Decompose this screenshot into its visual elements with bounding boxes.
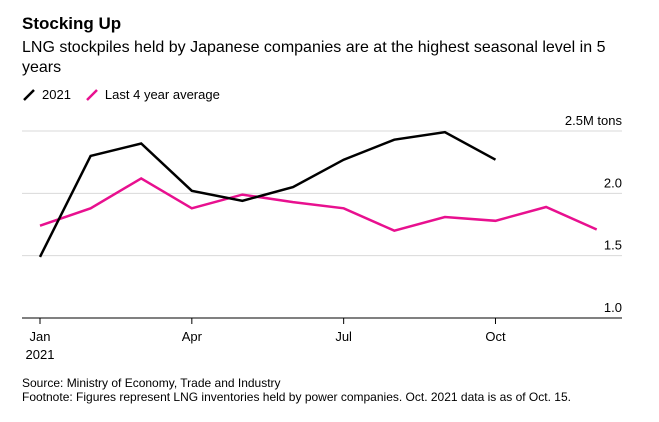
legend-item-average: Last 4 year average (85, 87, 220, 102)
chart-title: Stocking Up (22, 14, 122, 33)
x-tick-label-3: Oct (485, 329, 506, 344)
y-tick-label-3: 1.0 (604, 300, 622, 315)
legend-item-2021: 2021 (22, 87, 71, 102)
y-tick-label-1: 2.0 (604, 175, 622, 190)
y-tick-label-0: 2.5M tons (565, 113, 623, 128)
legend-label-average: Last 4 year average (104, 87, 220, 102)
chart-subtitle: LNG stockpiles held by Japanese companie… (22, 39, 606, 76)
y-tick-label-2: 1.5 (604, 238, 622, 253)
x-tick-label-1: Apr (182, 329, 203, 344)
legend-label-2021: 2021 (42, 87, 71, 102)
series-line-2021 (38, 130, 497, 258)
legend-swatch-2021 (22, 88, 36, 102)
legend: 2021 Last 4 year average (22, 87, 234, 102)
legend-swatch-average (85, 88, 99, 102)
x-tick-label-2: Jul (335, 329, 352, 344)
source-note: Source: Ministry of Economy, Trade and I… (22, 376, 281, 390)
x-tick-sublabel-0: 2021 (26, 347, 55, 362)
series-line-average (39, 176, 598, 233)
x-tick-label-0: Jan (30, 329, 51, 344)
footnote: Footnote: Figures represent LNG inventor… (22, 390, 571, 404)
